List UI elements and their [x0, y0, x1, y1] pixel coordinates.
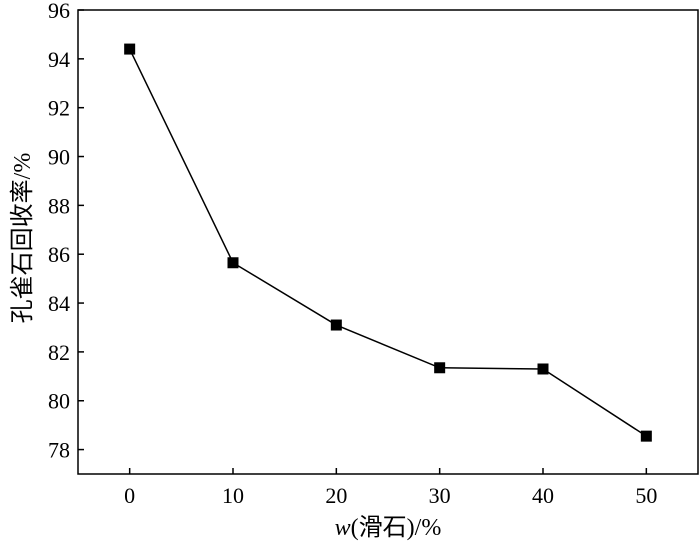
x-axis-title-rest: (滑石)/% — [351, 514, 442, 541]
data-point-marker — [640, 430, 652, 442]
data-point-marker — [227, 257, 239, 269]
x-axis-ticks: 0 10 20 30 40 50 — [124, 468, 657, 508]
y-tick-label: 84 — [48, 291, 70, 316]
x-tick-label: 10 — [222, 483, 244, 508]
y-tick-label: 96 — [48, 0, 70, 23]
y-tick-label: 88 — [48, 193, 70, 218]
y-tick-label: 80 — [48, 389, 70, 414]
plot-frame — [77, 9, 699, 475]
y-axis-title: 孔雀石回收率/% — [9, 153, 36, 324]
series-layer — [124, 43, 652, 442]
data-point-marker — [434, 362, 446, 374]
data-point-marker — [330, 319, 342, 331]
series-line — [128, 48, 647, 437]
x-tick-label: 0 — [124, 483, 135, 508]
x-axis-title: w(滑石)/% — [335, 514, 442, 541]
y-tick-label: 86 — [48, 242, 70, 267]
y-tick-label: 90 — [48, 145, 70, 170]
x-tick-label: 20 — [325, 483, 347, 508]
y-tick-label: 78 — [48, 438, 70, 463]
x-axis-variable: w — [335, 515, 351, 541]
data-point-marker — [124, 43, 136, 55]
x-tick-label: 30 — [429, 483, 451, 508]
data-point-marker — [537, 363, 549, 375]
x-tick-label: 50 — [635, 483, 657, 508]
y-tick-label: 92 — [48, 96, 70, 121]
y-tick-label: 82 — [48, 340, 70, 365]
y-axis-ticks: 78 80 82 84 86 88 90 92 94 96 — [48, 0, 84, 463]
x-tick-label: 40 — [532, 483, 554, 508]
y-tick-label: 94 — [48, 47, 70, 72]
